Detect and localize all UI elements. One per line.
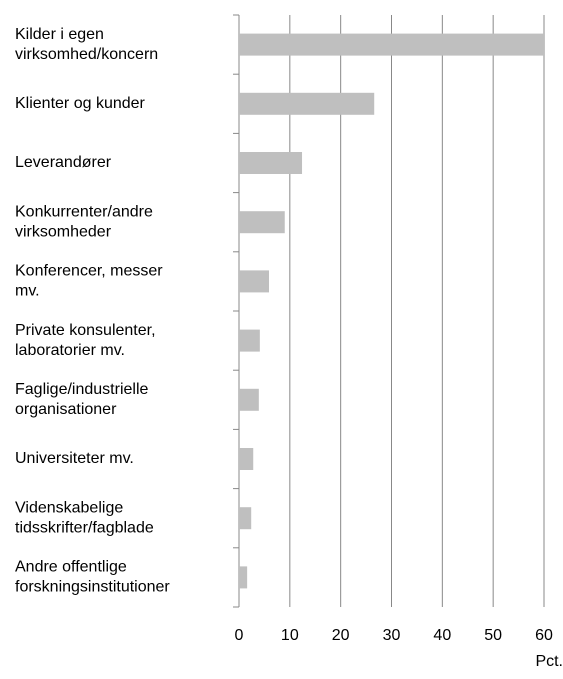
y-tick-label: Videnskabelige	[15, 499, 123, 516]
x-tick-label: 0	[235, 627, 244, 644]
y-tick-label: Kilder i egen	[15, 26, 104, 43]
bar	[239, 507, 252, 530]
x-tick-label: 60	[535, 627, 553, 644]
bar	[239, 448, 254, 470]
y-tick-label: Konferencer, messer	[15, 263, 163, 280]
x-tick-label: 40	[433, 627, 451, 644]
y-tick-label: organisationer	[15, 401, 117, 418]
bar	[239, 211, 285, 234]
y-tick-label: Universiteter mv.	[15, 450, 134, 467]
x-tick-label: 30	[383, 627, 401, 644]
y-tick-label: Private konsulenter,	[15, 322, 156, 339]
bar	[239, 388, 259, 411]
bar	[239, 152, 303, 174]
y-tick-label: forskningsinstitutioner	[15, 579, 170, 596]
y-tick-label: mv.	[15, 283, 40, 300]
bar	[239, 33, 544, 56]
x-tick-label: 50	[484, 627, 502, 644]
y-tick-label: Klienter og kunder	[15, 95, 146, 112]
y-tick-label: virksomhed/koncern	[15, 46, 158, 63]
x-tick-label: 20	[332, 627, 350, 644]
bar	[239, 329, 260, 352]
y-tick-label: virksomheder	[15, 223, 112, 240]
y-tick-label: Faglige/industrielle	[15, 381, 149, 398]
y-tick-label: Andre offentlige	[15, 559, 127, 576]
bar	[239, 270, 269, 293]
bar	[239, 566, 248, 589]
bar	[239, 92, 375, 115]
y-tick-label: laboratorier mv.	[15, 342, 125, 359]
y-tick-label: tidsskrifter/fagblade	[15, 519, 154, 536]
y-tick-label: Leverandører	[15, 154, 112, 171]
x-axis-label: Pct.	[535, 653, 563, 670]
y-tick-label: Konkurrenter/andre	[15, 203, 153, 220]
x-tick-label: 10	[281, 627, 299, 644]
